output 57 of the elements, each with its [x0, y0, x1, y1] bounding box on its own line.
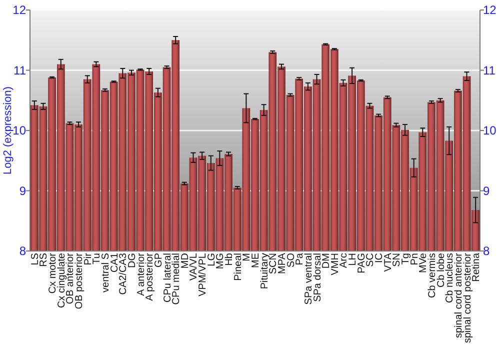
x-tick-label: Cb nucleus [444, 253, 456, 304]
x-tick-label: Tg [400, 253, 412, 265]
x-tick-label: SPa ventral [303, 253, 314, 305]
x-tick-label: Tu [92, 253, 103, 264]
y2-tick-label: 10 [483, 124, 497, 138]
x-tick-label: SO [286, 252, 297, 268]
y-axis-title: Log2 (expression) [2, 86, 14, 175]
y-tick-label: 10 [12, 124, 26, 138]
x-tick-label: GP [153, 252, 164, 268]
x-tick-label: M [242, 253, 253, 262]
x-tick-label: Cb vermis [426, 253, 438, 298]
x-tick-label: Arc [338, 253, 350, 268]
y-tick-label: 8 [19, 244, 26, 258]
x-tick-label: Pituitary [259, 253, 270, 290]
x-tick-label: Pineal [232, 253, 244, 281]
x-tick-label: SPa dorsal [312, 253, 324, 302]
y-tick-label: 9 [19, 184, 26, 198]
x-tick-label: OB posterior [74, 252, 86, 310]
y2-tick-label: 11 [483, 63, 496, 78]
x-tick-label: Pn [409, 253, 420, 266]
x-tick-label: VMH [330, 253, 341, 276]
x-tick-label: LG [206, 252, 218, 266]
x-tick-label: VTA [382, 252, 394, 272]
x-tick-label: Pa [294, 252, 306, 266]
x-tick-label: CPu medial [171, 253, 182, 305]
x-tick-label: LH [348, 253, 359, 266]
x-tick-label: A posterior [144, 252, 156, 301]
x-tick-label: IC [374, 253, 386, 263]
y2-tick-label: 9 [483, 184, 490, 198]
x-tick-label: SCN [268, 253, 280, 274]
x-tick-label: SC [365, 253, 376, 267]
x-tick-label: CA2/CA3 [118, 252, 130, 295]
x-tick-label: spinal cord anterior [453, 252, 464, 338]
x-tick-label: Retina [471, 252, 482, 282]
x-tick-label: RS [38, 252, 50, 267]
y-tick-label: 12 [12, 3, 26, 18]
x-tick-label: A anterior [136, 252, 147, 296]
x-tick-label: ventral S [100, 252, 112, 292]
y2-tick-label: 12 [483, 3, 497, 18]
x-tick-label: Pir [82, 252, 94, 266]
y-tick-label: 11 [14, 63, 26, 78]
x-tick-label: MPA [276, 252, 288, 274]
x-tick-label: Cb lobe [436, 252, 447, 288]
x-tick-label: PAG [356, 252, 368, 274]
y2-tick-label: 8 [483, 244, 490, 258]
x-tick-label: ME [250, 252, 262, 268]
x-tick-label: Cx cingulate [56, 252, 68, 308]
x-tick-label: VPM/VPL [198, 252, 209, 296]
x-tick-label: DM [321, 253, 332, 269]
x-tick-label: spinal cord posterior [462, 252, 474, 344]
x-tick-label: MVe [418, 252, 430, 274]
x-tick-label: OB anterior [65, 252, 76, 304]
x-tick-label: SN [392, 253, 403, 267]
x-tick-label: DG [126, 252, 138, 268]
x-tick-label: CA1 [109, 252, 120, 272]
x-tick-label: Hb [224, 252, 236, 266]
x-tick-label: LS [30, 252, 41, 266]
